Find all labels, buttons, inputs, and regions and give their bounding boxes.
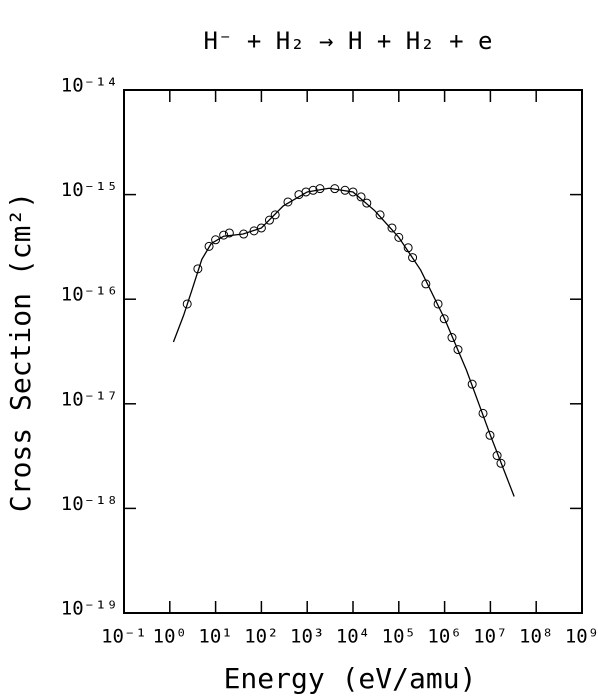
x-tick-label: 10⁴ — [336, 626, 370, 648]
data-point — [492, 451, 502, 461]
y-tick-label: 10⁻¹⁸ — [61, 493, 118, 515]
data-point — [301, 187, 311, 197]
data-point — [478, 408, 488, 418]
data-point — [403, 243, 413, 253]
x-tick-label: 10⁹ — [565, 626, 598, 648]
data-point — [421, 279, 431, 289]
y-tick-label: 10⁻¹⁹ — [61, 598, 118, 620]
data-point — [219, 230, 229, 240]
x-tick-label: 10⁸ — [519, 626, 553, 648]
plot-frame — [123, 89, 583, 614]
data-point — [447, 333, 457, 343]
x-tick-label: 10⁶ — [427, 626, 461, 648]
data-point — [453, 345, 463, 355]
data-point — [204, 241, 214, 251]
data-point — [362, 198, 372, 208]
data-point — [330, 184, 340, 194]
data-point — [224, 228, 234, 238]
data-point — [308, 185, 318, 195]
x-tick-label: 10⁷ — [473, 626, 507, 648]
y-tick-label: 10⁻¹⁶ — [61, 284, 118, 306]
x-tick-label: 10¹ — [198, 626, 232, 648]
data-point — [408, 253, 418, 263]
data-point — [433, 299, 443, 309]
data-point — [439, 314, 449, 324]
chart-title: H⁻ + H₂ → H + H₂ + e — [204, 27, 493, 55]
data-point — [356, 192, 366, 202]
data-point — [375, 210, 385, 220]
data-point — [239, 229, 249, 239]
x-tick-label: 10⁵ — [382, 626, 416, 648]
x-tick-label: 10⁻¹ — [101, 626, 147, 648]
data-point — [182, 299, 192, 309]
y-axis-label: Cross Section (cm²) — [4, 192, 37, 512]
x-axis-label: Energy (eV/amu) — [224, 662, 477, 695]
data-point — [387, 223, 397, 233]
data-point — [315, 184, 325, 194]
x-tick-label: 10² — [244, 626, 278, 648]
x-tick-label: 10³ — [290, 626, 324, 648]
data-point — [348, 187, 358, 197]
data-point — [256, 223, 266, 233]
fit-curve — [172, 187, 515, 497]
data-point — [193, 264, 203, 274]
y-tick-label: 10⁻¹⁴ — [61, 75, 118, 97]
data-point — [283, 197, 293, 207]
y-tick-label: 10⁻¹⁵ — [61, 179, 118, 201]
data-point — [270, 210, 280, 220]
data-point — [467, 379, 477, 389]
data-point — [264, 215, 274, 225]
data-point — [496, 458, 506, 468]
y-tick-label: 10⁻¹⁷ — [61, 388, 118, 410]
data-point — [211, 235, 221, 245]
data-point — [394, 232, 404, 242]
x-tick-label: 10⁰ — [153, 626, 187, 648]
data-point — [485, 430, 495, 440]
